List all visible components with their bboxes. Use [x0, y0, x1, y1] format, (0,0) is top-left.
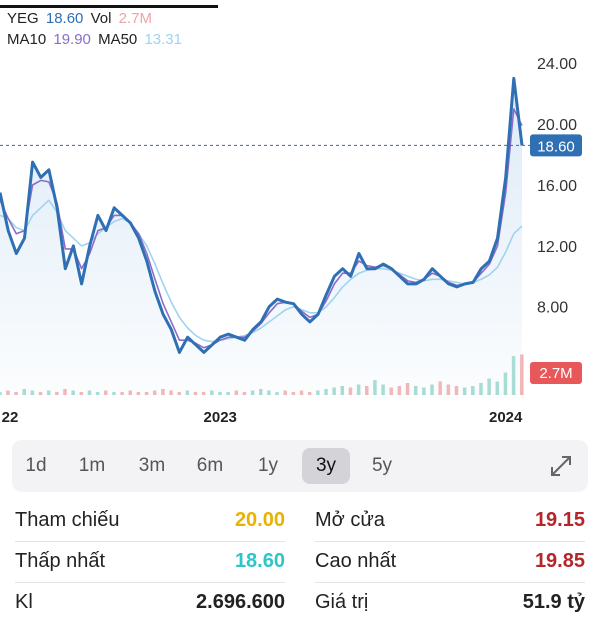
stat-high-label: Cao nhất [315, 550, 397, 572]
stat-reference: Tham chiếu 20.00 [15, 500, 285, 540]
stat-value-traded-label: Giá trị [315, 591, 369, 613]
legend-price: 18.60 [45, 10, 84, 27]
ma50-line [0, 199, 523, 343]
stat-divider [315, 541, 585, 542]
legend-ma10-value: 19.90 [53, 31, 91, 48]
stat-high: Cao nhất 19.85 [315, 541, 585, 581]
period-1d[interactable]: 1d [25, 455, 47, 476]
stat-low-value: 18.60 [234, 550, 285, 572]
period-1m[interactable]: 1m [78, 455, 106, 476]
stat-volume: Kl 2.696.600 [15, 582, 285, 622]
x-tick-label: 2023 [204, 409, 237, 426]
y-tick-label: 12.00 [537, 239, 577, 256]
stat-divider [15, 582, 285, 583]
legend-vol-value: 2.7M [118, 10, 152, 27]
stat-open-value: 19.15 [534, 509, 585, 531]
stat-volume-value: 2.696.600 [196, 591, 285, 613]
volume-tag [530, 362, 582, 384]
stat-value-traded: Giá trị 51.9 tỷ [315, 582, 585, 622]
stat-high-value: 19.85 [534, 550, 585, 572]
period-3y[interactable]: 3y [302, 448, 350, 484]
price-line [0, 76, 524, 354]
legend-ma50-label: MA50 [98, 31, 138, 48]
stat-reference-value: 20.00 [234, 509, 285, 531]
top-divider-bar [0, 5, 218, 8]
stat-low-label: Thấp nhất [15, 550, 106, 572]
stat-open-label: Mở cửa [315, 509, 385, 531]
period-5y[interactable]: 5y [371, 455, 393, 476]
current-price-label: 18.60 [537, 138, 575, 155]
x-tick-label: 2024 [489, 409, 523, 426]
legend-ma50-value: 13.31 [144, 31, 182, 48]
period-3m[interactable]: 3m [138, 455, 166, 476]
price-chart[interactable]: 24.0020.0016.0012.008.004.0018.602.7M222… [0, 0, 600, 430]
y-tick-label: 8.00 [537, 300, 568, 317]
stat-reference-label: Tham chiếu [15, 509, 120, 531]
stat-divider [15, 541, 285, 542]
legend-symbol: YEG [7, 10, 39, 27]
y-tick-label: 16.00 [537, 178, 577, 195]
legend-price-vol: YEG 18.60 Vol 2.7M [7, 10, 155, 27]
stat-low: Thấp nhất 18.60 [15, 541, 285, 581]
stat-divider [315, 582, 585, 583]
volume-tag-label: 2.7M [539, 365, 572, 382]
stat-value-traded-value: 51.9 tỷ [522, 591, 585, 613]
current-price-tag [530, 134, 582, 157]
period-6m[interactable]: 6m [196, 455, 224, 476]
expand-icon[interactable] [548, 453, 574, 479]
legend-vol-label: Vol [90, 10, 112, 27]
period-selector: 1d 1m 3m 6m 1y 3y 5y [12, 440, 588, 492]
x-tick-label: 22 [2, 409, 19, 426]
y-tick-label: 20.00 [537, 117, 577, 134]
price-area [0, 78, 522, 396]
legend-moving-averages: MA10 19.90 MA50 13.31 [7, 31, 185, 48]
y-tick-label: 24.00 [537, 56, 577, 73]
period-1y[interactable]: 1y [257, 455, 279, 476]
stat-open: Mở cửa 19.15 [315, 500, 585, 540]
legend-ma10-label: MA10 [7, 31, 47, 48]
stat-volume-label: Kl [15, 591, 33, 613]
